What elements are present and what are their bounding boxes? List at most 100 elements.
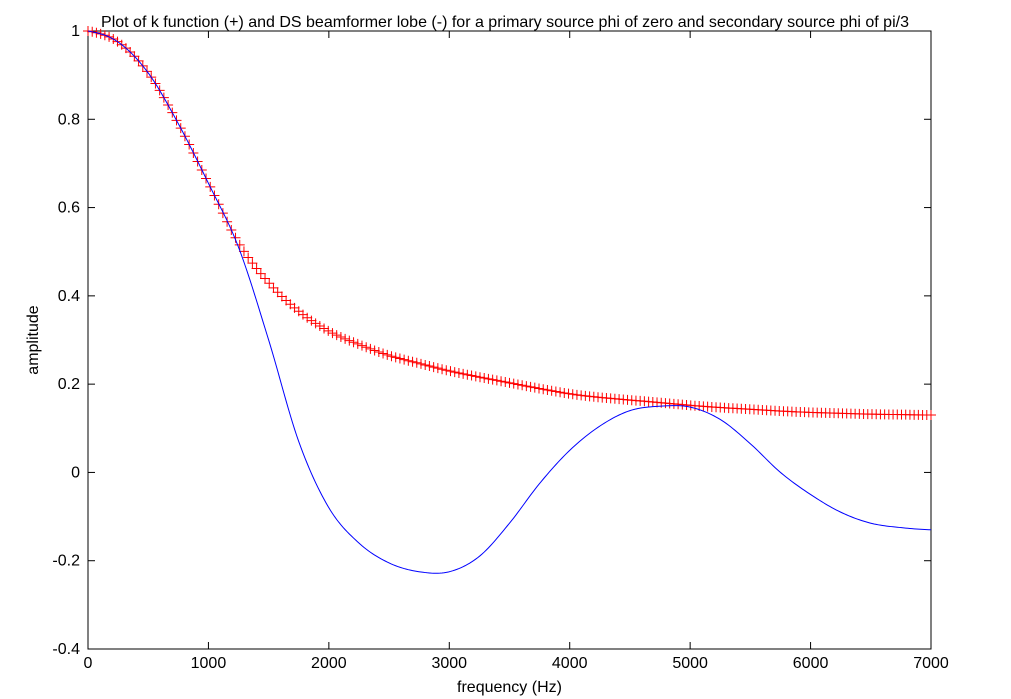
x-tick-label: 3000 bbox=[431, 655, 467, 672]
plus-marker bbox=[394, 353, 405, 364]
plus-marker bbox=[534, 383, 545, 394]
plus-marker bbox=[546, 385, 557, 396]
plus-marker bbox=[340, 333, 351, 344]
plus-marker bbox=[238, 246, 249, 257]
plot-area: 0 1000 2000 3000 4000 5000 6000 7000 -0.4 -0.2 0 0… bbox=[52, 23, 948, 672]
plus-marker bbox=[344, 335, 355, 346]
plus-marker bbox=[487, 374, 498, 385]
plus-marker bbox=[251, 263, 262, 274]
plot-frame bbox=[87, 30, 932, 650]
plus-marker bbox=[441, 365, 452, 376]
plus-marker bbox=[327, 328, 338, 339]
y-tick-label: 0.4 bbox=[58, 288, 80, 305]
plus-marker bbox=[247, 258, 258, 269]
plus-marker bbox=[415, 358, 426, 369]
plus-marker bbox=[361, 342, 372, 353]
plus-marker bbox=[255, 268, 266, 279]
plus-marker bbox=[335, 332, 346, 343]
plus-marker bbox=[567, 389, 578, 400]
plus-marker bbox=[369, 345, 380, 356]
plus-marker bbox=[470, 371, 481, 382]
plus-marker bbox=[264, 278, 275, 289]
plus-marker bbox=[550, 386, 561, 397]
y-axis-label: amplitude bbox=[25, 305, 42, 374]
plus-marker bbox=[403, 355, 414, 366]
plus-marker bbox=[352, 338, 363, 349]
plus-marker bbox=[496, 376, 507, 387]
plus-marker bbox=[521, 381, 532, 392]
plus-marker bbox=[356, 340, 367, 351]
plus-marker bbox=[314, 320, 325, 331]
plus-marker bbox=[306, 315, 317, 326]
plus-marker bbox=[474, 372, 485, 383]
y-tick-label: -0.2 bbox=[52, 553, 80, 570]
plus-marker bbox=[420, 359, 431, 370]
plus-marker bbox=[348, 337, 359, 348]
y-tick-label: 0.2 bbox=[58, 376, 80, 393]
plus-marker bbox=[428, 362, 439, 373]
y-tick-label: 0.8 bbox=[58, 111, 80, 128]
plus-marker bbox=[310, 318, 321, 329]
plus-marker bbox=[260, 273, 271, 284]
plus-marker bbox=[517, 380, 528, 391]
x-tick-label: 1000 bbox=[191, 655, 227, 672]
plus-marker bbox=[445, 366, 456, 377]
plus-marker bbox=[272, 287, 283, 298]
x-tick-label: 2000 bbox=[311, 655, 347, 672]
y-tick-label: 0 bbox=[71, 464, 80, 481]
series-layer bbox=[83, 26, 936, 574]
plus-marker bbox=[504, 377, 515, 388]
plus-marker bbox=[571, 389, 582, 400]
plus-marker bbox=[458, 368, 469, 379]
x-axis-label: frequency (Hz) bbox=[457, 679, 562, 696]
plus-marker bbox=[437, 364, 448, 375]
chart-title: Plot of k function (+) and DS beamformer… bbox=[101, 14, 909, 31]
plus-marker bbox=[529, 382, 540, 393]
plus-marker bbox=[407, 356, 418, 367]
plus-marker bbox=[542, 385, 553, 396]
plus-marker bbox=[243, 252, 254, 263]
plus-marker bbox=[373, 347, 384, 358]
plus-marker bbox=[424, 361, 435, 372]
plus-marker bbox=[500, 377, 511, 388]
plus-marker bbox=[453, 367, 464, 378]
plus-marker bbox=[926, 410, 936, 421]
plus-marker bbox=[508, 378, 519, 389]
plus-marker bbox=[323, 325, 334, 336]
plus-marker bbox=[386, 351, 397, 362]
plus-marker bbox=[525, 381, 536, 392]
x-tick-label: 5000 bbox=[672, 655, 708, 672]
series-line bbox=[87, 30, 932, 574]
plus-marker bbox=[555, 387, 566, 398]
plus-marker bbox=[479, 373, 490, 384]
y-tick-label: 1 bbox=[71, 23, 80, 40]
plus-marker bbox=[466, 370, 477, 381]
plus-marker bbox=[449, 367, 460, 378]
plus-marker bbox=[483, 373, 494, 384]
y-tick-label: -0.4 bbox=[52, 641, 80, 658]
plus-marker bbox=[365, 343, 376, 354]
plus-marker bbox=[462, 369, 473, 380]
series-ds-beamformer bbox=[87, 30, 932, 574]
plus-marker bbox=[390, 352, 401, 363]
plus-marker bbox=[432, 363, 443, 374]
plus-marker bbox=[276, 291, 287, 302]
plus-marker bbox=[331, 330, 342, 341]
plus-marker bbox=[538, 384, 549, 395]
plus-marker bbox=[234, 239, 245, 250]
x-tick-label: 4000 bbox=[552, 655, 588, 672]
x-tick-label: 6000 bbox=[793, 655, 829, 672]
y-tick-label: 0.6 bbox=[58, 200, 80, 217]
y-axis-ticks: -0.4 -0.2 0 0.2 0.4 0.6 0.8 1 bbox=[52, 23, 931, 658]
plus-marker bbox=[411, 357, 422, 368]
x-tick-label: 0 bbox=[84, 655, 93, 672]
plus-marker bbox=[268, 282, 279, 293]
plus-marker bbox=[382, 349, 393, 360]
plus-marker bbox=[512, 379, 523, 390]
plus-marker bbox=[399, 354, 410, 365]
plus-marker bbox=[378, 348, 389, 359]
plus-marker bbox=[563, 388, 574, 399]
plus-marker bbox=[491, 375, 502, 386]
x-tick-label: 7000 bbox=[913, 655, 949, 672]
